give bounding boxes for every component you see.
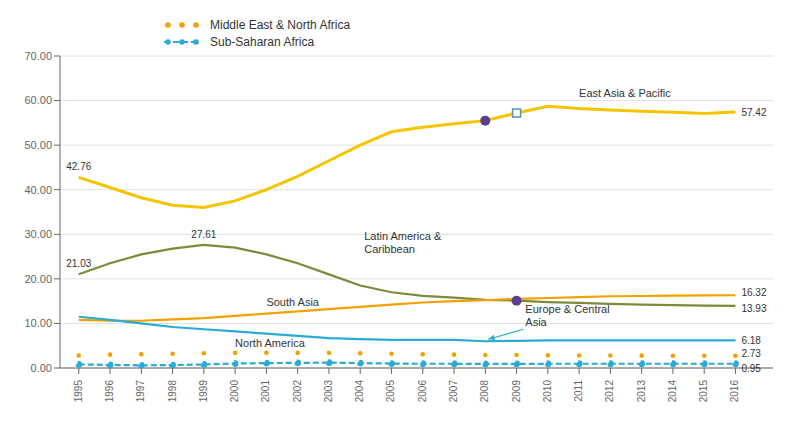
svg-text:2010: 2010: [542, 380, 553, 403]
svg-text:2007: 2007: [448, 380, 459, 403]
svg-text:10.00: 10.00: [24, 317, 52, 329]
svg-text:2013: 2013: [636, 380, 647, 403]
svg-text:1998: 1998: [167, 380, 178, 403]
svg-text:0.95: 0.95: [741, 363, 761, 374]
svg-text:2006: 2006: [417, 380, 428, 403]
svg-text:2004: 2004: [354, 380, 365, 403]
svg-text:2005: 2005: [385, 380, 396, 403]
svg-text:2015: 2015: [698, 380, 709, 403]
svg-text:Europe & CentralAsia: Europe & CentralAsia: [525, 303, 609, 328]
svg-text:2001: 2001: [260, 380, 271, 403]
svg-text:2009: 2009: [511, 380, 522, 403]
svg-text:1996: 1996: [104, 380, 115, 403]
svg-text:6.18: 6.18: [741, 335, 761, 346]
svg-text:1999: 1999: [198, 380, 209, 403]
svg-text:Latin America &Caribbean: Latin America &Caribbean: [364, 230, 442, 255]
svg-text:2000: 2000: [229, 380, 240, 403]
svg-text:21.03: 21.03: [66, 258, 91, 269]
svg-text:2011: 2011: [573, 380, 584, 402]
svg-text:2002: 2002: [292, 380, 303, 403]
svg-text:70.00: 70.00: [24, 50, 52, 62]
svg-text:2016: 2016: [729, 380, 740, 403]
svg-text:40.00: 40.00: [24, 184, 52, 196]
svg-text:50.00: 50.00: [24, 139, 52, 151]
svg-text:60.00: 60.00: [24, 94, 52, 106]
svg-text:South Asia: South Asia: [266, 296, 319, 308]
svg-text:East Asia & Pacific: East Asia & Pacific: [579, 87, 671, 99]
svg-text:20.00: 20.00: [24, 273, 52, 285]
svg-text:27.61: 27.61: [191, 229, 216, 240]
svg-text:30.00: 30.00: [24, 228, 52, 240]
html-text:Middle East & North Africa: Middle East & North Africa: [210, 17, 351, 32]
svg-text:1995: 1995: [73, 380, 84, 403]
svg-text:North America: North America: [235, 337, 306, 349]
html-text:Sub-Saharan Africa: Sub-Saharan Africa: [210, 34, 315, 49]
svg-text:13.93: 13.93: [741, 303, 766, 314]
svg-text:2008: 2008: [479, 380, 490, 403]
svg-text:42.76: 42.76: [66, 161, 91, 172]
svg-text:0.00: 0.00: [31, 362, 52, 374]
svg-text:57.42: 57.42: [741, 107, 766, 118]
svg-text:2014: 2014: [667, 380, 678, 403]
svg-text:2.73: 2.73: [741, 348, 761, 359]
svg-text:16.32: 16.32: [741, 287, 766, 298]
svg-text:2012: 2012: [604, 380, 615, 403]
svg-text:1997: 1997: [135, 380, 146, 403]
svg-text:2003: 2003: [323, 380, 334, 403]
